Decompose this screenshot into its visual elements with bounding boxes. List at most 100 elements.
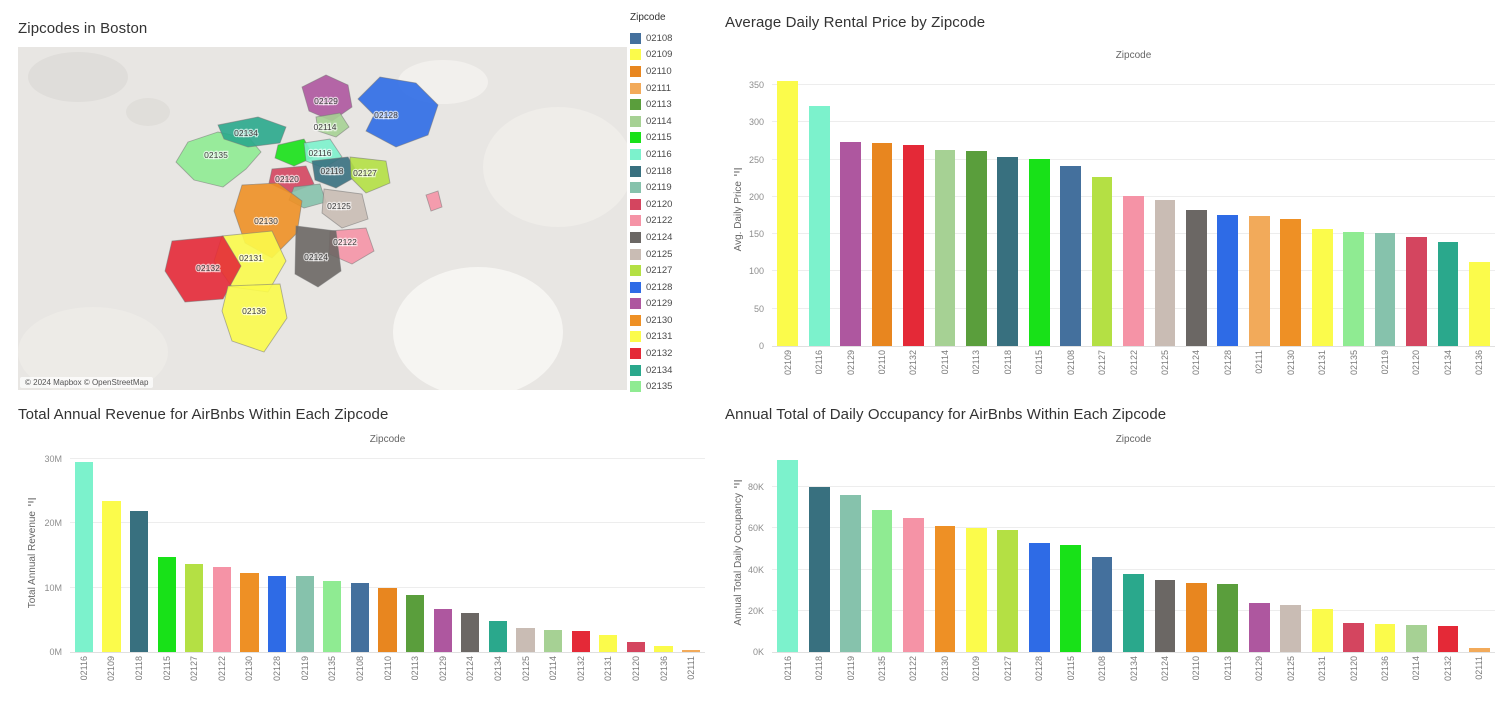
bar-02132[interactable] [1437,626,1459,652]
bar-02114[interactable] [1406,625,1427,652]
bar-02115[interactable] [1028,158,1050,346]
bar-02129[interactable] [433,608,452,652]
legend-item-02134[interactable]: 02134 [630,362,708,379]
bar-02130[interactable] [1280,218,1302,346]
bar-02125[interactable] [1154,199,1176,346]
bar-02130[interactable] [240,572,259,652]
bar-02114[interactable] [544,630,563,652]
bar-02129[interactable] [840,141,861,346]
legend-item-02114[interactable]: 02114 [630,113,708,130]
bar-02132[interactable] [903,144,924,346]
bar-02136[interactable] [1374,624,1396,652]
bar-02114[interactable] [934,150,956,346]
bar-02128[interactable] [1217,214,1239,346]
legend-item-02119[interactable]: 02119 [630,179,708,196]
map-region-02129[interactable] [301,74,353,122]
bar-02136[interactable] [1468,261,1490,346]
bar-02128[interactable] [267,575,287,652]
bar-02134[interactable] [1123,573,1144,652]
bar-02111[interactable] [682,650,701,652]
map-attribution[interactable]: © 2024 Mapbox © OpenStreetMap [20,377,154,388]
bar-02113[interactable] [406,595,425,652]
bar-02118[interactable] [808,487,830,652]
map-region-02125[interactable] [321,188,369,229]
bar-02119[interactable] [840,495,861,652]
boston-map[interactable]: 02135 02134 02129 02128 02114 02116 02118 02127… [18,47,627,390]
sort-icon[interactable] [733,480,743,489]
bar-02120[interactable] [1343,623,1364,652]
bar-02120[interactable] [1406,237,1427,346]
legend-item-02109[interactable]: 02109 [630,47,708,64]
legend-item-02135[interactable]: 02135 [630,378,708,395]
bar-02134[interactable] [1437,242,1459,346]
legend-item-02128[interactable]: 02128 [630,279,708,296]
bar-02109[interactable] [965,528,987,652]
bar-02125[interactable] [1280,604,1302,652]
bar-02116[interactable] [808,106,830,346]
bar-02110[interactable] [871,143,893,346]
bar-02131[interactable] [599,634,618,652]
bar-02109[interactable] [102,500,121,652]
bar-02108[interactable] [1091,557,1113,652]
bar-02125[interactable] [516,627,535,652]
bar-02135[interactable] [323,581,342,652]
legend-item-02108[interactable]: 02108 [630,30,708,47]
bar-02109[interactable] [777,81,799,346]
bar-02131[interactable] [1311,608,1333,652]
bar-02115[interactable] [1060,544,1082,652]
legend-item-02111[interactable]: 02111 [630,80,708,97]
bar-02128[interactable] [1028,542,1050,652]
legend-item-02118[interactable]: 02118 [630,163,708,180]
bar-02122[interactable] [212,567,231,652]
legend-item-02124[interactable]: 02124 [630,229,708,246]
bar-02118[interactable] [997,156,1019,346]
bar-02127[interactable] [997,530,1019,652]
legend-item-02132[interactable]: 02132 [630,345,708,362]
bar-02116[interactable] [74,461,93,652]
legend-item-02122[interactable]: 02122 [630,213,708,230]
bar-02127[interactable] [185,563,204,652]
bar-02120[interactable] [626,641,646,652]
legend-item-02129[interactable]: 02129 [630,296,708,313]
bar-02110[interactable] [1186,582,1207,652]
map-canvas[interactable]: 02135 02134 02129 02128 02114 02116 02118 02127… [18,47,627,390]
legend-item-02110[interactable]: 02110 [630,63,708,80]
bar-02135[interactable] [1343,231,1364,346]
bar-02127[interactable] [1091,176,1113,346]
bar-02135[interactable] [871,509,893,652]
sort-icon[interactable] [27,497,37,507]
legend-item-02130[interactable]: 02130 [630,312,708,329]
map-region-02118[interactable] [311,156,360,189]
legend-item-02120[interactable]: 02120 [630,196,708,213]
bar-02129[interactable] [1248,602,1270,652]
bar-02124[interactable] [461,613,480,652]
bar-02111[interactable] [1468,647,1490,652]
map-region-02134[interactable] [217,116,287,148]
legend-item-02116[interactable]: 02116 [630,146,708,163]
map-region-02132[interactable] [164,235,242,303]
legend-item-02125[interactable]: 02125 [630,246,708,263]
map-region-02128[interactable] [357,76,439,148]
bar-02118[interactable] [129,510,149,652]
map-region-02122[interactable] [425,190,443,212]
map-region-02114[interactable] [315,112,350,138]
bar-02108[interactable] [1060,165,1082,346]
map-region-02136[interactable] [221,283,288,353]
bar-02119[interactable] [295,575,314,652]
bar-02119[interactable] [1374,232,1396,346]
bar-02131[interactable] [1311,229,1333,346]
bar-02113[interactable] [965,150,987,346]
map-region-02124[interactable] [294,225,342,288]
sort-icon[interactable] [733,168,743,177]
legend-item-02131[interactable]: 02131 [630,329,708,346]
bar-02130[interactable] [934,526,956,652]
legend-item-02115[interactable]: 02115 [630,130,708,147]
bar-02132[interactable] [571,631,590,652]
bar-02122[interactable] [903,517,924,652]
bar-02116[interactable] [777,460,799,652]
bar-02108[interactable] [350,582,369,652]
bar-02124[interactable] [1186,209,1207,346]
bar-02111[interactable] [1248,216,1270,346]
bar-02122[interactable] [1123,196,1144,346]
bar-02124[interactable] [1154,579,1176,652]
